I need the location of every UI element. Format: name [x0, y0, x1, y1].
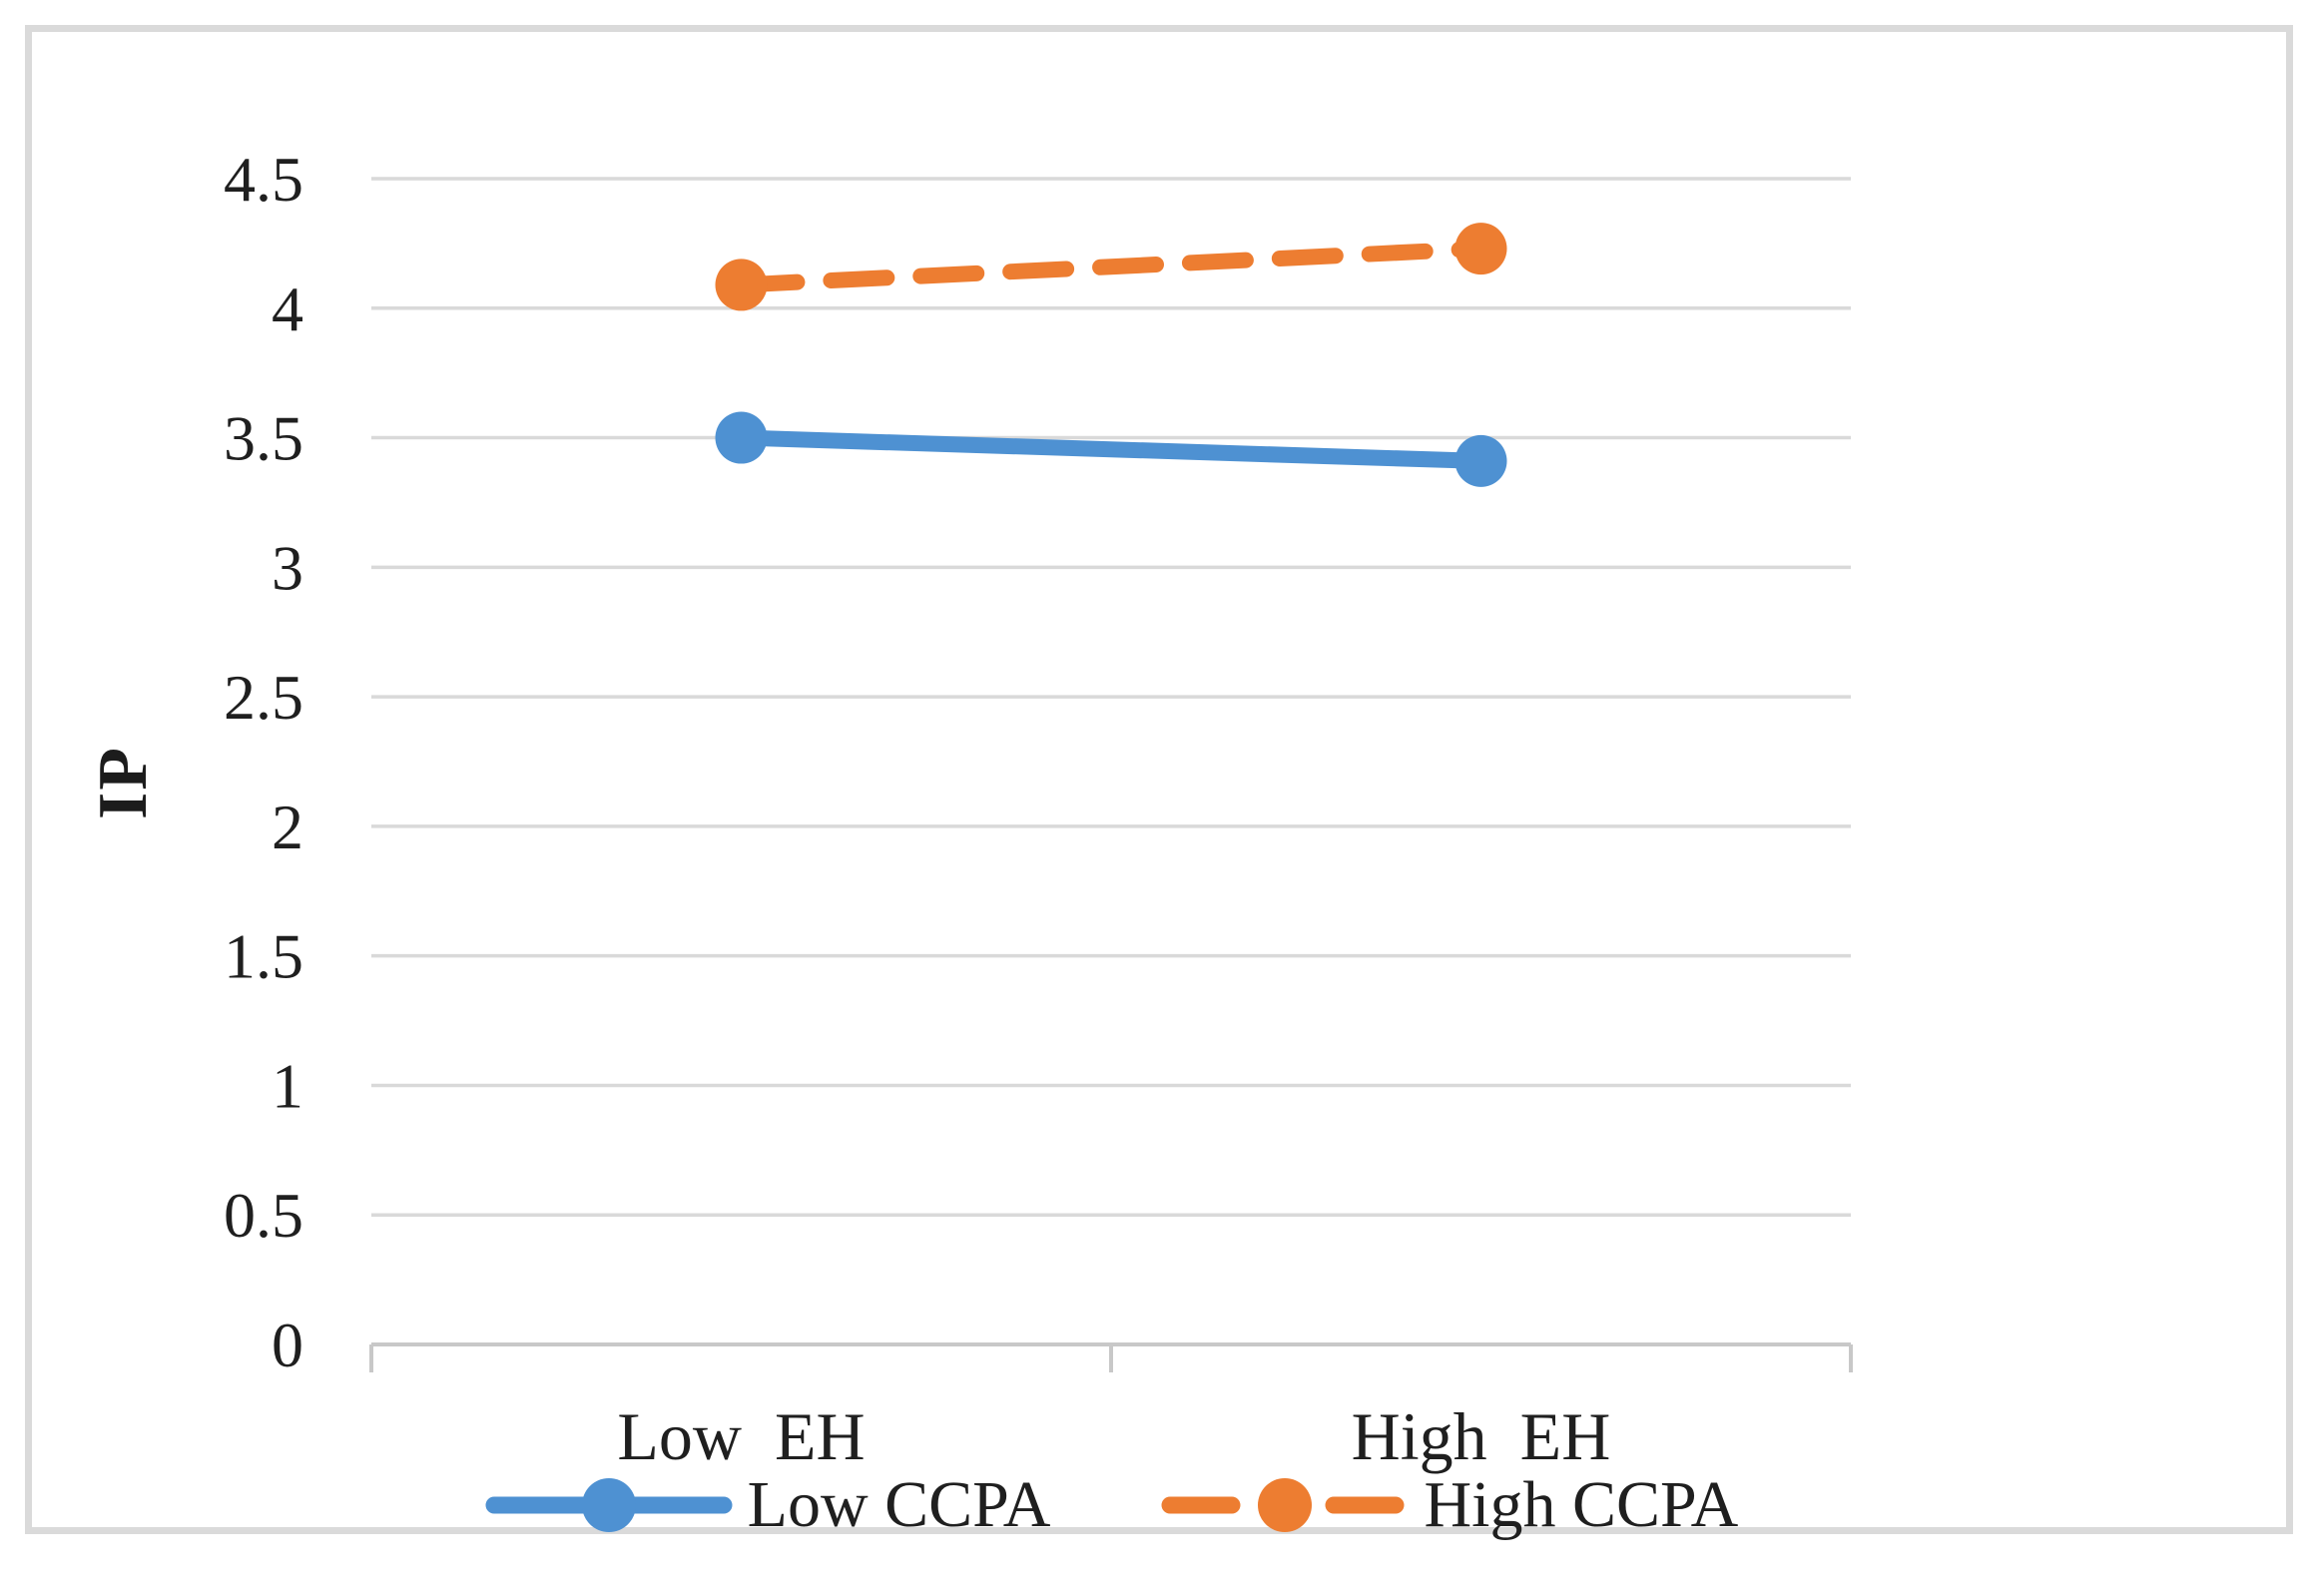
y-tick-label: 1 — [272, 1050, 303, 1121]
data-point-marker — [1454, 223, 1507, 275]
data-point-marker — [1454, 434, 1507, 487]
y-tick-label: 1.5 — [224, 921, 303, 992]
y-tick-label: 2 — [272, 792, 303, 862]
legend-label: High CCPA — [1424, 1468, 1739, 1541]
legend-marker-icon — [1258, 1478, 1313, 1532]
chart-frame: IP 0 0.5 1 1.5 2 2.5 3 3.5 4 4.5 Low EH High EH Low… — [25, 25, 2293, 1541]
x-category-label: High EH — [1352, 1398, 1611, 1474]
series-line — [733, 429, 1489, 469]
y-tick-label: 4 — [272, 273, 303, 344]
legend-marker-icon — [581, 1478, 636, 1532]
y-tick-label: 4.5 — [224, 144, 303, 215]
line-chart-canvas: 0 0.5 1 1.5 2 2.5 3 3.5 4 4.5 Low EH High EH — [224, 144, 1853, 1474]
series-line — [733, 241, 1489, 293]
data-point-marker — [715, 259, 768, 311]
y-tick-label: 0.5 — [224, 1180, 303, 1251]
x-category-label: Low EH — [617, 1398, 865, 1474]
chart-legend: Low CCPA High CCPA — [371, 1467, 1851, 1543]
y-tick-label: 3 — [272, 532, 303, 603]
legend-dashed-line-icon — [1161, 1478, 1409, 1532]
data-point-marker — [715, 411, 768, 464]
y-tick-label: 2.5 — [224, 662, 303, 733]
legend-label: Low CCPA — [747, 1468, 1051, 1541]
y-tick-label: 3.5 — [224, 403, 303, 474]
legend-solid-line-icon — [485, 1478, 733, 1532]
y-tick-label: 0 — [272, 1310, 303, 1380]
legend-item: High CCPA — [1160, 1467, 1738, 1543]
legend-item: Low CCPA — [484, 1467, 1051, 1543]
